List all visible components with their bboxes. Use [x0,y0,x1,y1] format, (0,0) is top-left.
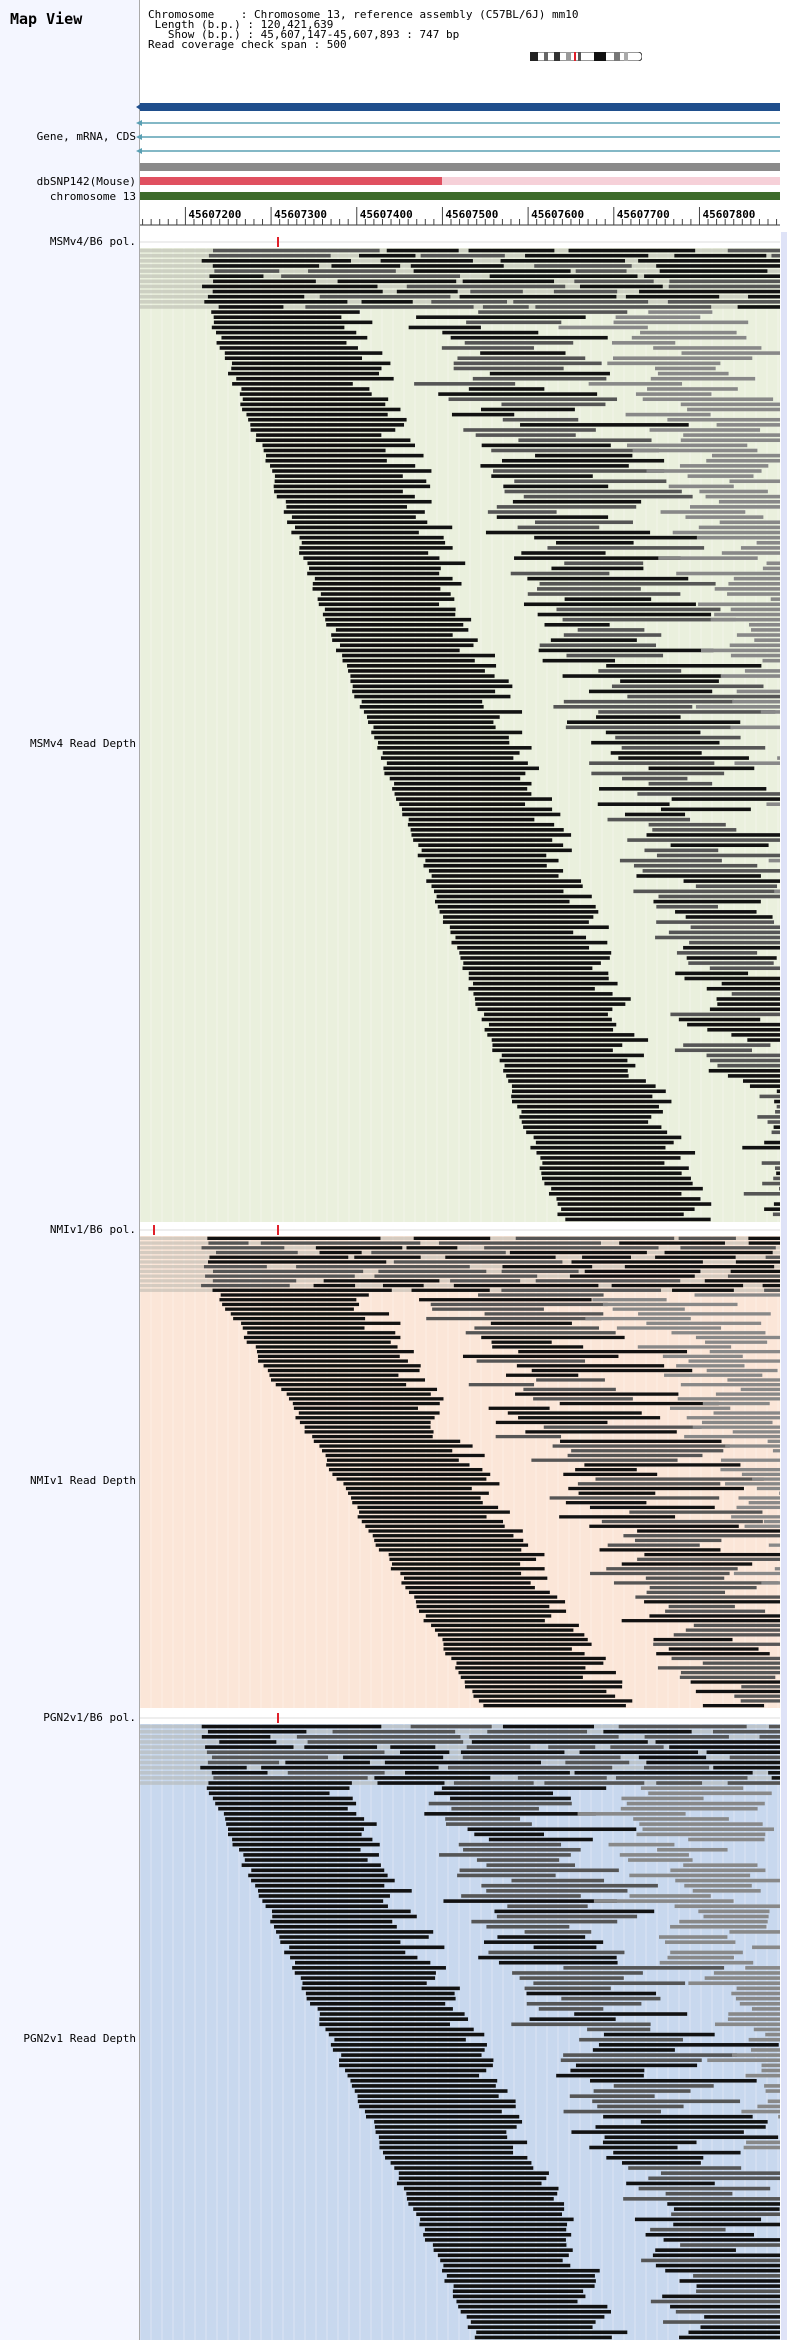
track-label-nmi-depth: NMIv1 Read Depth [30,1474,136,1487]
snp-marker [277,1713,279,1723]
snp-marker [277,237,279,247]
track-label-msm-pol: MSMv4/B6 pol. [49,235,136,248]
track-label-pgn-depth: PGN2v1 Read Depth [23,2032,136,2045]
scrollbar-track[interactable] [781,232,787,2340]
pgn-polymorphism-track [140,1713,780,1723]
track-label-msm-depth: MSMv4 Read Depth [30,737,136,750]
left-arrow-icon [136,134,142,140]
info-coverage-span: Read coverage check span : 500 [148,38,347,51]
pgn-read-depth-panel[interactable] [140,1724,781,2340]
ruler-tick-label: 45607400 [360,208,413,221]
ruler-tick-label: 45607300 [274,208,327,221]
ruler-tick-label: 45607500 [445,208,498,221]
page-title: Map View [10,10,83,28]
position-ruler: 45607200 45607300 45607400 45607500 45607600… [140,207,780,226]
annotation-tracks [136,103,780,200]
ruler-tick-label: 45607600 [531,208,584,221]
left-label-panel [0,0,140,2340]
info-length: Length (b.p.) : 120,421,639 [148,18,334,31]
info-show-range: Show (b.p.) : 45,607,147-45,607,893 : 74… [148,28,460,41]
chromosome-bar [140,192,780,200]
msm-read-depth-panel[interactable] [140,248,781,1222]
nmi-read-depth-panel[interactable] [140,1236,781,1708]
track-label-chromosome: chromosome 13 [49,190,136,203]
track-label-gene: Gene, mRNA, CDS [36,130,136,143]
snp-marker [277,1225,279,1235]
track-label-dbsnp: dbSNP142(Mouse) [36,175,136,188]
track-label-nmi-pol: NMIv1/B6 pol. [49,1223,136,1236]
ruler-tick-label: 45607800 [702,208,755,221]
info-chromosome: Chromosome : Chromosome 13, reference as… [148,8,579,21]
snp-marker [153,1225,155,1235]
chromosome-ideogram-icon[interactable] [530,52,642,61]
left-arrow-icon [136,148,142,154]
nmi-polymorphism-track [140,1225,780,1235]
left-arrow-icon [136,120,142,126]
gene-bar [140,103,780,111]
snp-bar [140,177,442,185]
ruler-tick-label: 45607200 [188,208,241,221]
track-label-pgn-pol: PGN2v1/B6 pol. [43,1711,136,1724]
left-arrow-icon [136,103,142,111]
msm-polymorphism-track [140,237,780,247]
cds-bar [140,163,780,171]
snp-track-bg [140,177,780,185]
ruler-tick-label: 45607700 [617,208,670,221]
